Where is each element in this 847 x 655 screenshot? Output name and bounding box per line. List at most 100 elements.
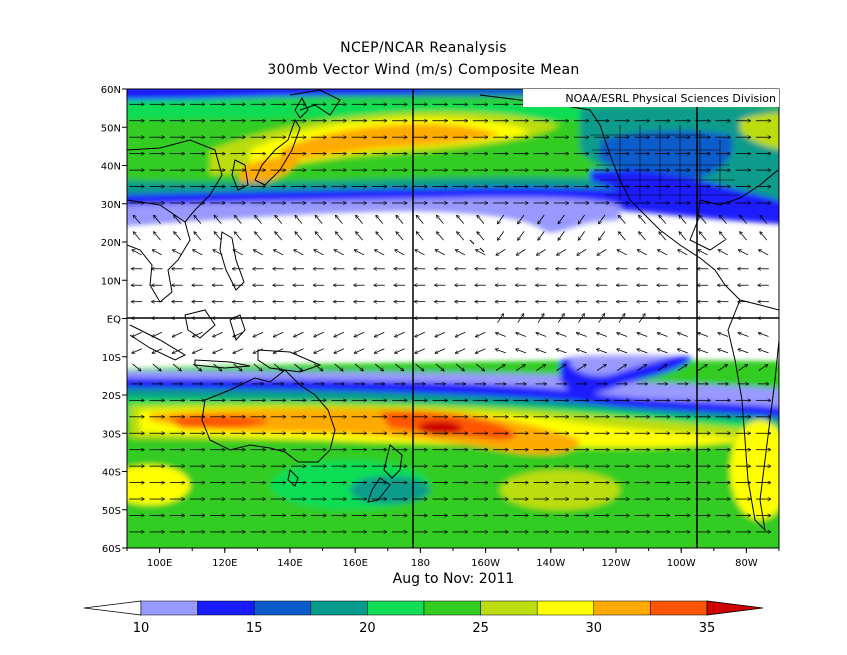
wind-arrow (194, 215, 202, 224)
wind-arrow (639, 215, 646, 224)
wind-arrow (516, 333, 527, 337)
lon-tick-label: 160W (471, 558, 500, 569)
wind-arrow (598, 231, 606, 240)
wind-arrow (477, 232, 485, 241)
wind-arrow (497, 214, 505, 224)
wind-arrow (556, 364, 566, 371)
wind-arrow (214, 232, 222, 241)
longitude-axis: 100E 120E 140E 160E 180 160W 140W 120W 100W 80W (126, 548, 780, 569)
credit-text: NOAA/ESRL Physical Sciences Division (565, 92, 776, 105)
wind-arrow (354, 348, 365, 354)
wind-arrow (637, 349, 648, 354)
wind-arrow (637, 250, 648, 256)
wind-arrow (376, 215, 384, 224)
lat-tick-label: 60S (102, 544, 121, 555)
wind-arrow (495, 349, 506, 354)
wind-arrow (436, 215, 444, 224)
colorbar-swatch (650, 600, 708, 616)
wind-arrow (697, 364, 707, 371)
lat-tick-label: 60N (101, 85, 121, 96)
wind-arrow (253, 250, 264, 256)
wind-arrow (457, 215, 465, 224)
wind-arrow (192, 331, 203, 337)
wind-arrow (738, 250, 749, 256)
colorbar-swatch (253, 600, 312, 616)
wind-arrow (395, 250, 405, 256)
wind-arrow (618, 215, 626, 224)
lat-tick-label: 40S (102, 468, 121, 479)
wind-arrow (475, 363, 484, 371)
wind-arrow (194, 232, 202, 241)
wind-arrow (477, 215, 485, 224)
wind-arrow (374, 363, 383, 371)
wind-arrow (234, 232, 242, 241)
colorbar-label: 35 (699, 621, 716, 636)
colorbar-swatch (593, 600, 651, 616)
wind-arrow (760, 232, 768, 241)
wind-arrow (556, 333, 567, 337)
wind-arrow (617, 333, 628, 337)
wind-arrow (293, 348, 304, 354)
wind-arrow (536, 333, 547, 337)
wind-arrow (639, 232, 646, 241)
wind-arrow (314, 250, 324, 256)
wind-arrow (354, 250, 365, 256)
wind-arrow (719, 215, 727, 224)
time-period-label: Aug to Nov: 2011 (392, 571, 515, 587)
wind-arrow (617, 364, 626, 371)
wind-arrow (455, 348, 466, 354)
wind-arrow (576, 349, 587, 354)
wind-arrow (596, 364, 606, 371)
wind-arrow (657, 349, 668, 354)
wind-arrow (374, 348, 385, 354)
lon-tick-label: 120E (212, 558, 237, 569)
wind-arrow (698, 250, 708, 256)
wind-arrow (315, 232, 323, 241)
wind-arrow (255, 215, 262, 224)
wind-arrow (335, 215, 343, 224)
wind-arrow (457, 232, 465, 241)
wind-arrow (395, 363, 403, 371)
wind-arrow (577, 249, 587, 255)
wind-arrow (174, 215, 182, 224)
lon-tick-label: 120W (602, 558, 631, 569)
latitude-axis: 60N 50N 40N 30N 20N 10N EQ 10S 20S 30S 40S 50S 60S (101, 85, 127, 555)
wind-arrow (455, 363, 464, 371)
lat-tick-label: 40N (101, 162, 121, 173)
wind-arrow (153, 215, 161, 224)
colorbar-swatch (536, 600, 595, 616)
colorbar-label: 15 (246, 621, 263, 636)
wind-arrow (518, 214, 525, 224)
wind-arrow (172, 250, 183, 256)
lon-tick-label: 160E (342, 558, 367, 569)
wind-arrow (738, 364, 748, 371)
wind-arrow (536, 364, 545, 371)
wind-arrow (334, 250, 344, 256)
wind-arrow (415, 363, 424, 371)
wind-arrow (415, 331, 425, 337)
wind-arrow (758, 364, 768, 371)
wind-arrow (396, 232, 404, 241)
wind-arrow (152, 363, 161, 371)
wind-arrow (334, 363, 343, 371)
colorbar-swatch (367, 600, 425, 616)
colorbar-over-triangle (706, 600, 764, 616)
wind-arrow (659, 215, 667, 224)
colorbar-label: 20 (359, 621, 376, 636)
wind-arrow (617, 250, 627, 256)
wind-arrow (698, 333, 709, 337)
wind-arrow (495, 333, 506, 337)
lon-tick-label: 100W (667, 558, 696, 569)
wind-arrow (738, 333, 749, 337)
wind-arrow (396, 215, 404, 224)
wind-arrow (597, 249, 607, 255)
wind-arrow (435, 250, 445, 256)
wind-arrow (576, 333, 587, 337)
wind-arrow (596, 349, 607, 354)
wind-arrow (538, 231, 545, 240)
wind-arrow (273, 331, 284, 337)
wind-arrow (314, 331, 324, 337)
wind-arrow (153, 232, 161, 241)
wind-arrow (758, 349, 769, 354)
wind-arrow (578, 214, 585, 224)
